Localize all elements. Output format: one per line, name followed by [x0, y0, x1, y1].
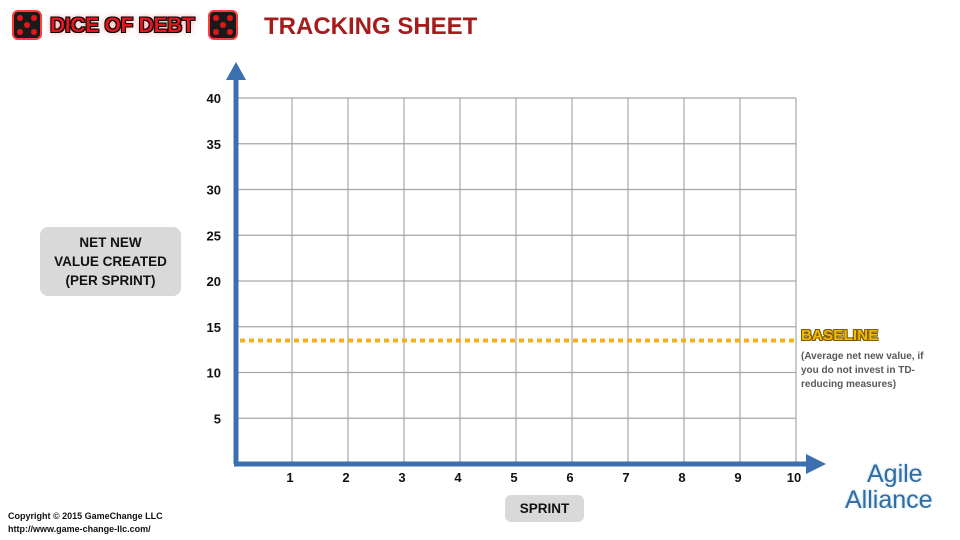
y-tick-label: 5	[214, 411, 221, 426]
x-axis-label: SPRINT	[505, 495, 584, 522]
y-tick-label: 10	[207, 366, 221, 381]
x-tick-label: 6	[566, 470, 573, 485]
copyright-url[interactable]: http://www.game-change-llc.com/	[8, 524, 151, 534]
y-tick-label: 30	[207, 183, 221, 198]
x-tick-label: 10	[787, 470, 801, 485]
chart-axes	[226, 62, 826, 474]
x-tick-label: 1	[286, 470, 293, 485]
y-tick-label: 40	[207, 91, 221, 106]
copyright-text: Copyright © 2015 GameChange LLC	[8, 511, 163, 521]
x-tick-label: 9	[734, 470, 741, 485]
page-title: TRACKING SHEET	[264, 13, 478, 40]
dice-icon	[208, 10, 238, 40]
y-tick-label: 15	[207, 320, 221, 335]
x-tick-label: 4	[454, 470, 462, 485]
logo-text: DICE OF DEBT	[50, 14, 195, 37]
y-axis-label: NET NEW VALUE CREATED (PER SPRINT)	[40, 227, 181, 296]
x-tick-labels: 1 2 3 4 5 6 7 8 9 10	[286, 470, 801, 485]
baseline-label: BASELINE	[801, 327, 879, 344]
y-tick-label: 25	[207, 228, 221, 243]
dice-icon	[12, 10, 42, 40]
x-tick-label: 7	[622, 470, 629, 485]
y-axis-label-line: NET NEW	[79, 235, 142, 250]
y-tick-labels: 5 10 15 20 25 30 35 40	[207, 91, 221, 426]
header: DICE OF DEBT TRACKING SHEET	[0, 0, 960, 56]
x-tick-label: 5	[510, 470, 517, 485]
chart-grid	[236, 97, 797, 464]
agile-alliance-logo-line: Alliance	[845, 486, 933, 514]
x-tick-label: 3	[398, 470, 405, 485]
x-tick-label: 8	[678, 470, 685, 485]
baseline-note: (Average net new value, if you do not in…	[801, 351, 924, 390]
x-axis-arrow-icon	[806, 454, 826, 474]
y-axis-label-line: VALUE CREATED	[54, 254, 167, 269]
agile-alliance-logo-line: Agile	[867, 460, 923, 488]
x-tick-label: 2	[342, 470, 349, 485]
y-tick-label: 20	[207, 274, 221, 289]
y-axis-arrow-icon	[226, 62, 246, 80]
agile-alliance-logo: Agile Alliance	[845, 460, 955, 520]
y-tick-label: 35	[207, 137, 221, 152]
copyright: Copyright © 2015 GameChange LLC http://w…	[8, 510, 163, 536]
y-axis-label-line: (PER SPRINT)	[65, 273, 156, 288]
